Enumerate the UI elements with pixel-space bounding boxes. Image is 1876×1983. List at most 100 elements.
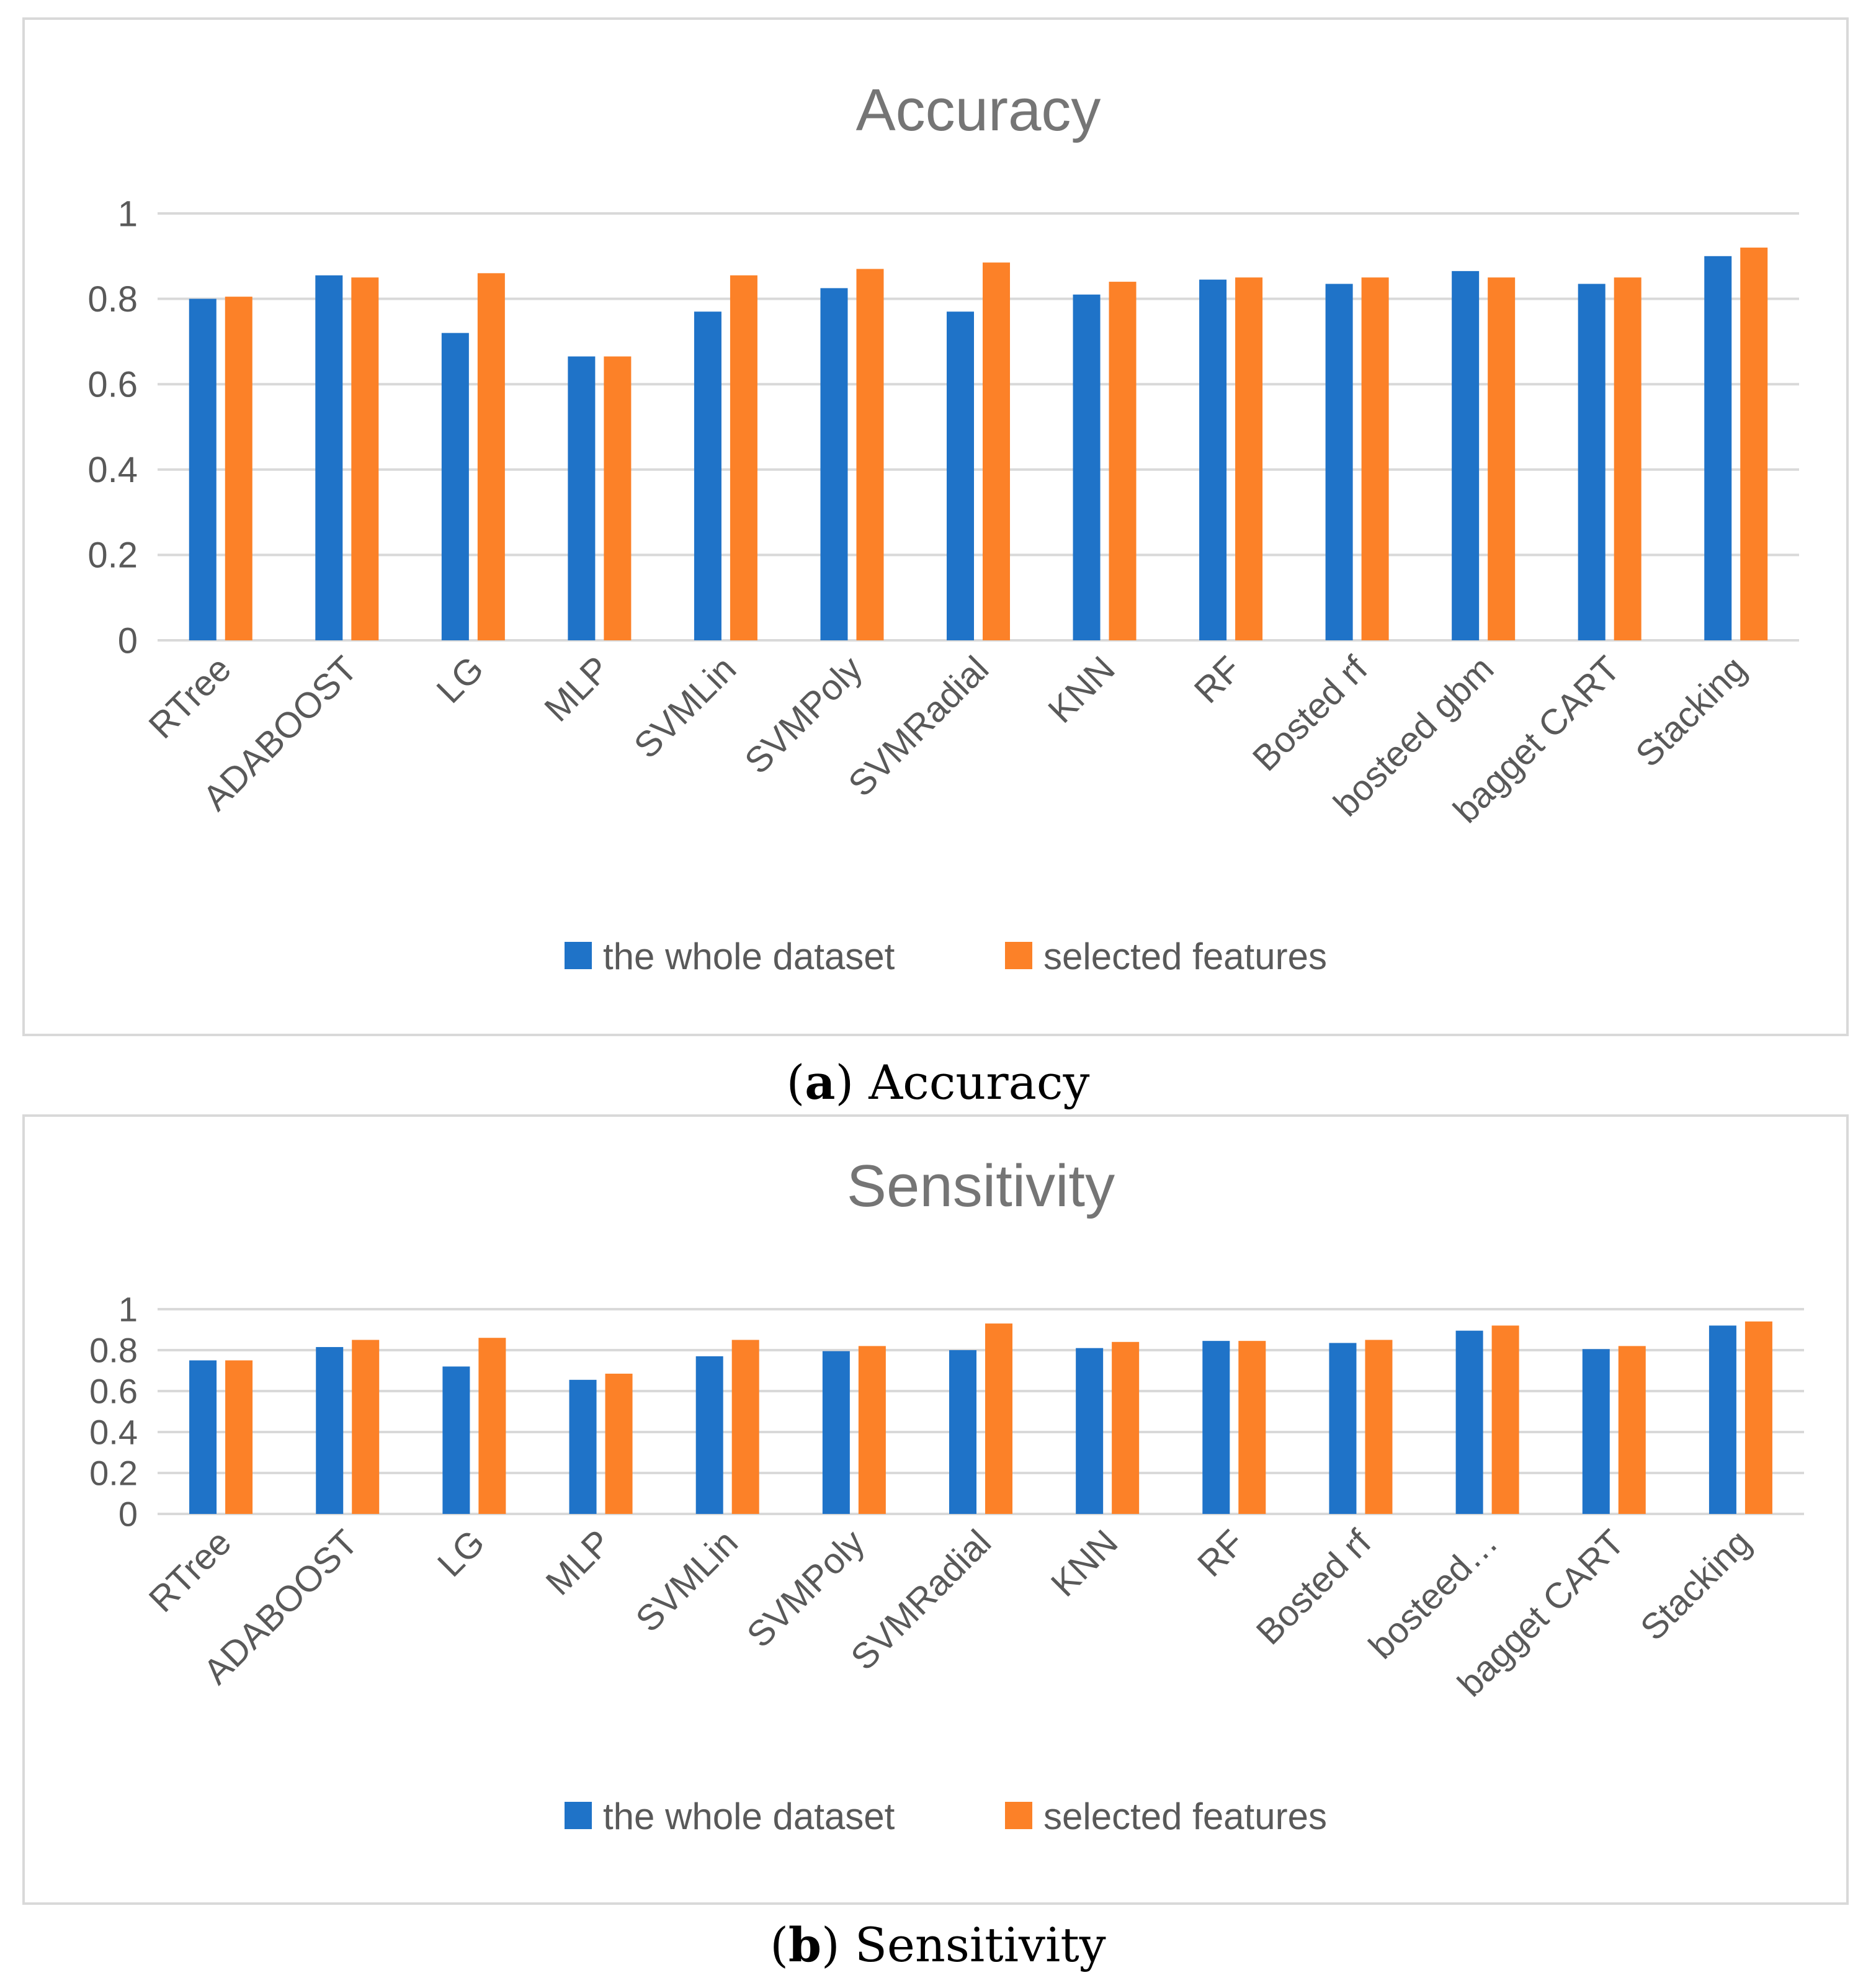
bar-selected-features (1109, 282, 1137, 641)
y-tick-label: 0 (118, 620, 138, 661)
x-category-label: RF (1187, 648, 1249, 711)
caption-a: (a) Accuracy (786, 1055, 1090, 1110)
bar-selected-features (1614, 277, 1642, 640)
bar-whole-dataset (568, 356, 596, 640)
bar-whole-dataset (189, 298, 217, 641)
chart-panel-accuracy: Accuracy 0 0.2 0.4 0.6 0.8 1 RTree ADABOOST LG MLP… (22, 17, 1849, 1036)
chart-panel-sensitivity: Sensitivity 0 0.2 0.4 0.6 0.8 1 RTree ADABOOST LG… (22, 1114, 1849, 1905)
bar-selected-features (1238, 1341, 1266, 1514)
bar-whole-dataset (315, 275, 343, 640)
bar-whole-dataset (947, 311, 974, 640)
x-category-label: LG (429, 648, 491, 711)
bar-whole-dataset (949, 1350, 976, 1514)
bar-whole-dataset (820, 288, 848, 640)
bar-selected-features (985, 1323, 1012, 1514)
bar-whole-dataset (694, 311, 721, 640)
bar-selected-features (1361, 277, 1389, 640)
chart-title: Sensitivity (847, 1153, 1115, 1219)
bar-whole-dataset (1329, 1343, 1357, 1514)
bar-selected-features (1488, 277, 1516, 640)
bar-whole-dataset (1578, 284, 1606, 640)
bar-selected-features (1618, 1346, 1646, 1514)
bar-whole-dataset (316, 1347, 344, 1514)
x-category-label: MLP (537, 648, 617, 729)
x-category-label: RTree (141, 1522, 239, 1620)
y-tick-label: 0.6 (89, 1372, 138, 1411)
bar-selected-features (225, 1360, 253, 1514)
x-category-label: MLP (538, 1522, 619, 1603)
y-tick-label: 0.6 (87, 365, 138, 405)
caption-a-text: Accuracy (869, 1055, 1090, 1110)
caption-b-text: Sensitivity (854, 1917, 1106, 1972)
bar-whole-dataset (822, 1351, 850, 1514)
legend-swatch (1005, 1802, 1032, 1829)
bar-selected-features (605, 1373, 633, 1514)
bar-selected-features (477, 273, 505, 640)
legend-label: the whole dataset (603, 1796, 895, 1837)
bar-whole-dataset (1708, 1325, 1736, 1514)
legend-label: selected features (1043, 1796, 1327, 1837)
x-category-label: SVMLin (627, 648, 744, 766)
bar-whole-dataset (1452, 271, 1480, 640)
x-category-label: SVMLin (628, 1522, 746, 1640)
x-category-label: Stacking (1633, 1522, 1759, 1648)
x-category-label: Bosted rf (1245, 648, 1376, 779)
caption-b: (b) Sensitivity (770, 1917, 1106, 1972)
legend-swatch (565, 1802, 592, 1829)
caption-b-letter: b (788, 1917, 822, 1972)
y-tick-label: 0.8 (89, 1331, 138, 1370)
x-category-label: SVMPoly (739, 1522, 872, 1655)
x-category-label: Stacking (1628, 648, 1754, 774)
bar-selected-features (858, 1346, 886, 1514)
x-category-label: LG (430, 1522, 493, 1585)
x-category-label: SVMPoly (737, 648, 870, 782)
bar-selected-features (730, 275, 757, 640)
caption-a-letter: a (805, 1055, 836, 1110)
y-tick-label: 0.4 (87, 450, 138, 490)
bar-selected-features (351, 277, 379, 640)
bar-whole-dataset (1704, 256, 1732, 640)
bar-whole-dataset (695, 1356, 723, 1514)
bar-selected-features (1365, 1340, 1393, 1514)
y-tick-label: 0 (118, 1495, 138, 1534)
x-category-label: Bosted rf (1249, 1522, 1380, 1653)
x-category-label: RTree (141, 648, 239, 746)
bar-whole-dataset (1202, 1341, 1230, 1514)
x-category-label: KNN (1040, 648, 1123, 731)
bar-selected-features (731, 1340, 759, 1514)
bar-whole-dataset (1325, 284, 1353, 640)
legend-swatch (565, 942, 592, 969)
legend-label: selected features (1043, 936, 1327, 977)
bar-whole-dataset (1199, 279, 1227, 640)
bar-whole-dataset (1073, 294, 1101, 641)
y-tick-label: 1 (118, 194, 138, 234)
bar-whole-dataset (1076, 1348, 1104, 1514)
y-tick-label: 0.4 (89, 1413, 138, 1452)
y-tick-label: 0.8 (87, 279, 138, 320)
bar-selected-features (352, 1340, 380, 1514)
bar-selected-features (1112, 1341, 1140, 1514)
x-category-label: KNN (1043, 1522, 1126, 1605)
chart-title: Accuracy (856, 77, 1101, 143)
bar-selected-features (983, 262, 1010, 640)
bar-selected-features (478, 1338, 506, 1514)
bar-whole-dataset (441, 333, 469, 640)
bar-selected-features (1235, 277, 1263, 640)
bar-whole-dataset (442, 1366, 470, 1514)
bar-selected-features (225, 297, 252, 640)
bar-whole-dataset (1582, 1349, 1610, 1514)
y-tick-label: 1 (118, 1290, 138, 1329)
bar-selected-features (604, 356, 632, 640)
bar-selected-features (1744, 1321, 1772, 1514)
bar-whole-dataset (189, 1360, 217, 1514)
legend-swatch (1005, 942, 1032, 969)
y-tick-label: 0.2 (87, 535, 138, 576)
bar-selected-features (1740, 248, 1768, 640)
bar-whole-dataset (569, 1379, 597, 1514)
x-category-label: RF (1190, 1522, 1253, 1585)
bar-selected-features (1491, 1325, 1519, 1514)
bar-selected-features (856, 269, 884, 640)
bar-whole-dataset (1455, 1330, 1483, 1514)
